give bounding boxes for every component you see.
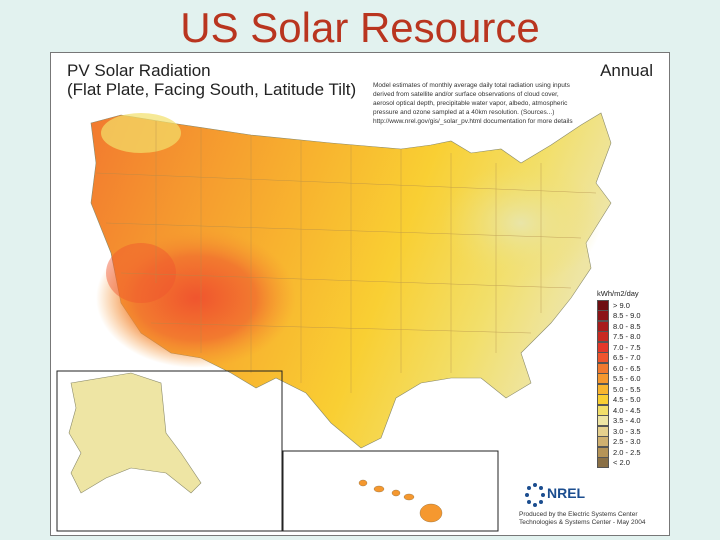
legend-swatch bbox=[597, 457, 609, 469]
legend-label: > 9.0 bbox=[613, 300, 630, 310]
nrel-logo-icon bbox=[525, 483, 545, 507]
legend-item: 7.0 - 7.5 bbox=[597, 341, 661, 353]
alaska-inset-frame bbox=[56, 370, 283, 532]
legend-label: 3.5 - 4.0 bbox=[613, 416, 641, 426]
legend-item: 4.0 - 4.5 bbox=[597, 404, 661, 416]
legend-swatch bbox=[597, 299, 609, 311]
legend-title: kWh/m2/day bbox=[597, 289, 639, 298]
description-line: derived from satellite and/or surface ob… bbox=[373, 91, 559, 98]
legend-label: 4.5 - 5.0 bbox=[613, 395, 641, 405]
legend-label: 7.0 - 7.5 bbox=[613, 342, 641, 352]
hawaii-islands bbox=[358, 479, 443, 523]
nrel-logo-text: NREL bbox=[547, 485, 586, 501]
northeast-lower-radiation bbox=[441, 163, 601, 283]
slide-title: US Solar Resource bbox=[180, 4, 540, 51]
map-title-line1: PV Solar Radiation bbox=[67, 61, 211, 80]
legend-label: 8.5 - 9.0 bbox=[613, 311, 641, 321]
legend-swatch bbox=[597, 436, 609, 448]
map-title-line2: (Flat Plate, Facing South, Latitude Tilt… bbox=[67, 80, 357, 99]
legend-item: < 2.0 bbox=[597, 457, 661, 469]
legend-label: 2.0 - 2.5 bbox=[613, 447, 641, 457]
legend-label: 4.0 - 4.5 bbox=[613, 405, 641, 415]
description-line: Model estimates of monthly average daily… bbox=[373, 82, 570, 89]
california-desert-high-radiation bbox=[106, 243, 176, 303]
legend-item: 2.5 - 3.0 bbox=[597, 436, 661, 448]
legend-item: 2.0 - 2.5 bbox=[597, 446, 661, 458]
legend-swatch bbox=[597, 320, 609, 332]
legend-swatch bbox=[597, 425, 609, 437]
legend-item: > 9.0 bbox=[597, 299, 661, 311]
legend-item: 6.5 - 7.0 bbox=[597, 352, 661, 364]
legend-label: 8.0 - 8.5 bbox=[613, 321, 641, 331]
alaska-region bbox=[68, 372, 202, 494]
legend-swatch bbox=[597, 341, 609, 353]
legend-item: 7.5 - 8.0 bbox=[597, 331, 661, 343]
legend-label: 3.0 - 3.5 bbox=[613, 426, 641, 436]
northwest-lower-radiation bbox=[101, 113, 181, 153]
legend-item: 5.5 - 6.0 bbox=[597, 373, 661, 385]
legend-swatch bbox=[597, 310, 609, 322]
map-title: PV Solar Radiation (Flat Plate, Facing S… bbox=[67, 61, 356, 99]
legend-swatch bbox=[597, 415, 609, 427]
legend-swatch bbox=[597, 373, 609, 385]
legend-label: 5.0 - 5.5 bbox=[613, 384, 641, 394]
legend-label: 7.5 - 8.0 bbox=[613, 332, 641, 342]
description-line: pressure and ozone sampled at a 40km res… bbox=[373, 109, 555, 116]
legend-swatch bbox=[597, 352, 609, 364]
description-line: http://www.nrel.gov/gis/_solar_pv.html d… bbox=[373, 118, 573, 125]
us-solar-map-graphic bbox=[56, 112, 612, 532]
state-borders bbox=[95, 121, 597, 393]
legend-item: 3.0 - 3.5 bbox=[597, 425, 661, 437]
legend-label: 6.0 - 6.5 bbox=[613, 363, 641, 373]
legend-swatch bbox=[597, 362, 609, 374]
legend-label: 2.5 - 3.0 bbox=[613, 437, 641, 447]
legend-item: 6.0 - 6.5 bbox=[597, 362, 661, 374]
map-credit: Produced by the Electric Systems Center … bbox=[519, 511, 665, 527]
legend-item: 5.0 - 5.5 bbox=[597, 383, 661, 395]
legend-item: 8.5 - 9.0 bbox=[597, 310, 661, 322]
period-label: Annual bbox=[600, 61, 653, 80]
hawaii-inset-frame bbox=[282, 450, 499, 532]
description-line: aerosol optical depth, precipitable wate… bbox=[373, 100, 568, 107]
credit-line: Produced by the Electric Systems Center bbox=[519, 511, 638, 518]
southwest-high-radiation bbox=[96, 228, 296, 368]
legend-swatch bbox=[597, 383, 609, 395]
map-description: Model estimates of monthly average daily… bbox=[373, 81, 643, 126]
legend-swatch bbox=[597, 446, 609, 458]
legend-item: 4.5 - 5.0 bbox=[597, 394, 661, 406]
solar-map: PV Solar Radiation (Flat Plate, Facing S… bbox=[50, 52, 670, 536]
credit-line: Technologies & Systems Center - May 2004 bbox=[519, 519, 646, 526]
legend-swatch bbox=[597, 331, 609, 343]
legend-swatch bbox=[597, 394, 609, 406]
legend-item: 8.0 - 8.5 bbox=[597, 320, 661, 332]
legend-label: < 2.0 bbox=[613, 458, 630, 468]
legend-swatch bbox=[597, 404, 609, 416]
legend-label: 5.5 - 6.0 bbox=[613, 374, 641, 384]
map-legend: kWh/m2/day > 9.0 8.5 - 9.0 8.0 - 8.5 7.5 - … bbox=[597, 289, 661, 469]
legend-label: 6.5 - 7.0 bbox=[613, 353, 641, 363]
legend-item: 3.5 - 4.0 bbox=[597, 415, 661, 427]
